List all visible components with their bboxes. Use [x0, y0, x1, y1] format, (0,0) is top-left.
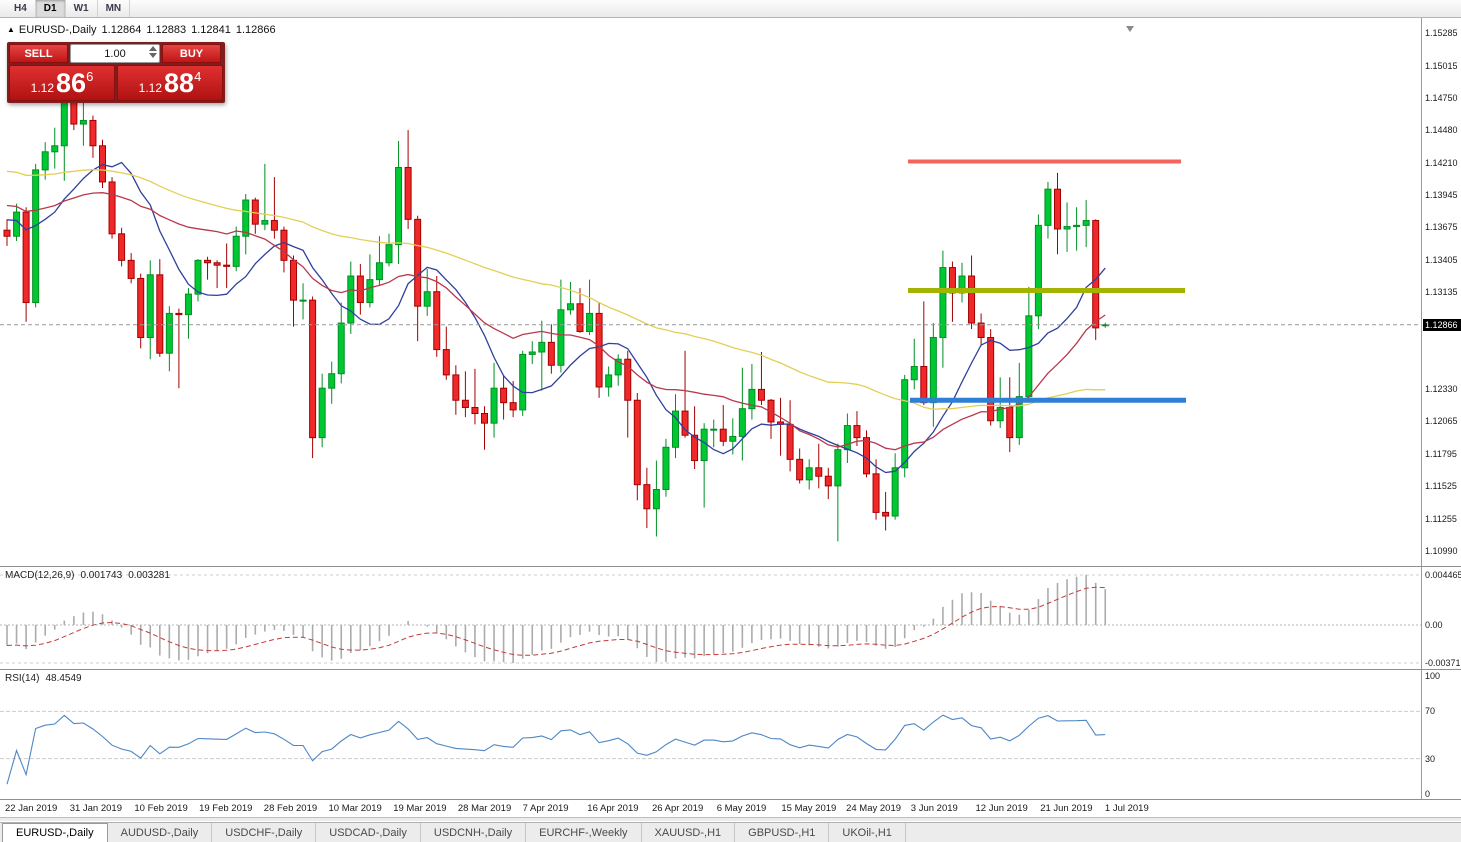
macd-axis-zero: 0.00	[1425, 619, 1443, 630]
date-label: 3 Jun 2019	[910, 803, 958, 814]
timeframe-button-h4[interactable]: H4	[6, 0, 36, 17]
buy-button[interactable]: BUY	[162, 44, 221, 63]
one-click-trading-panel: SELL 1.00 BUY 1.12 86 6 1.12 88 4	[7, 42, 225, 103]
date-label: 28 Feb 2019	[263, 803, 318, 814]
date-label: 16 Apr 2019	[587, 803, 639, 814]
symbol-tab[interactable]: GBPUSD-,H1	[735, 823, 830, 842]
macd-axis[interactable]: 0.004465 0.00 -0.003715	[1421, 567, 1461, 669]
chart-symbol: EURUSD-,Daily	[18, 24, 97, 36]
ohlc-high: 1.12883	[146, 24, 187, 36]
macd-label: MACD(12,26,9)	[5, 570, 75, 581]
price-axis-label: 1.12330	[1425, 384, 1458, 395]
price-axis-label: 1.14480	[1425, 125, 1458, 136]
price-axis-label: 1.15285	[1425, 28, 1458, 38]
candlestick-plot[interactable]	[0, 18, 1421, 566]
chart-title: ▲ EURUSD-,Daily 1.12864 1.12883 1.12841 1.128…	[7, 24, 276, 36]
chart-shift-marker-icon	[1126, 26, 1134, 32]
date-label: 7 Apr 2019	[522, 803, 569, 814]
symbol-tab[interactable]: XAUUSD-,H1	[642, 823, 736, 842]
date-axis[interactable]: 22 Jan 2019 31 Jan 2019 10 Feb 2019 19 Feb …	[0, 799, 1461, 817]
volume-value: 1.00	[104, 47, 126, 60]
rsi-label: RSI(14)	[5, 673, 40, 684]
ohlc-close: 1.12866	[235, 24, 276, 36]
date-label: 22 Jan 2019	[5, 803, 58, 814]
price-axis-label: 1.10990	[1425, 546, 1458, 556]
rsi-header: RSI(14) 48.4549	[5, 673, 82, 684]
date-label: 31 Jan 2019	[69, 803, 122, 814]
sell-price-prefix: 1.12	[30, 81, 55, 95]
macd-value-main: 0.001743	[80, 570, 123, 581]
rsi-plot[interactable]	[0, 670, 1421, 800]
sell-button[interactable]: SELL	[9, 44, 68, 63]
rsi-panel: RSI(14) 48.4549 100 70 30 0	[0, 669, 1461, 799]
volume-decrease-icon[interactable]	[149, 53, 157, 58]
date-label: 21 Jun 2019	[1040, 803, 1093, 814]
symbol-tab[interactable]: USDCAD-,Daily	[316, 823, 421, 842]
macd-axis-top: 0.004465	[1425, 570, 1461, 580]
scroll-divider	[0, 817, 1461, 822]
symbol-tab[interactable]: EURUSD-,Daily	[2, 823, 108, 842]
price-axis-label: 1.14750	[1425, 92, 1458, 103]
macd-plot[interactable]	[0, 567, 1421, 670]
date-label: 28 Mar 2019	[457, 803, 512, 814]
rsi-axis-label: 70	[1425, 706, 1436, 717]
ohlc-low: 1.12841	[191, 24, 231, 36]
buy-price-button[interactable]: 1.12 88 4	[117, 65, 223, 101]
buy-price-prefix: 1.12	[138, 81, 163, 95]
buy-price-point: 4	[194, 69, 202, 84]
symbol-tab-bar: EURUSD-,Daily AUDUSD-,Daily USDCHF-,Daily U…	[0, 822, 1461, 842]
price-axis-label: 1.15015	[1425, 60, 1458, 71]
date-label: 10 Feb 2019	[134, 803, 188, 814]
price-axis-label: 1.14210	[1425, 157, 1458, 168]
price-axis-label: 1.11525	[1425, 481, 1457, 492]
price-axis-label: 1.13945	[1425, 189, 1458, 200]
price-axis-label: 1.11255	[1425, 514, 1457, 525]
date-label: 10 Mar 2019	[328, 803, 382, 814]
date-label: 12 Jun 2019	[975, 803, 1028, 814]
date-label: 19 Mar 2019	[393, 803, 447, 814]
macd-panel: MACD(12,26,9) 0.001743 0.003281 0.004465 0…	[0, 566, 1461, 669]
timeframe-button-d1[interactable]: D1	[35, 0, 66, 17]
date-label: 6 May 2019	[716, 803, 767, 814]
timeframe-button-mn[interactable]: MN	[98, 0, 131, 17]
symbol-tab[interactable]: USDCNH-,Daily	[421, 823, 527, 842]
price-axis-label: 1.13405	[1425, 254, 1458, 265]
price-panel: ▲ EURUSD-,Daily 1.12864 1.12883 1.12841 1.128…	[0, 18, 1461, 566]
rsi-axis[interactable]: 100 70 30 0	[1421, 670, 1461, 799]
symbol-tab[interactable]: EURCHF-,Weekly	[526, 823, 642, 842]
rsi-axis-label: 100	[1425, 671, 1441, 681]
volume-stepper[interactable]: 1.00	[70, 44, 160, 63]
price-axis-label: 1.13675	[1425, 222, 1458, 233]
rsi-axis-label: 30	[1425, 753, 1436, 764]
chart-window: ▲ EURUSD-,Daily 1.12864 1.12883 1.12841 1.128…	[0, 18, 1461, 842]
symbol-tab[interactable]: USDCHF-,Daily	[212, 823, 317, 842]
sell-price-point: 6	[86, 69, 94, 84]
date-label: 19 Feb 2019	[199, 803, 253, 814]
date-label: 24 May 2019	[846, 803, 902, 814]
date-label: 15 May 2019	[781, 803, 837, 814]
symbol-tab[interactable]: AUDUSD-,Daily	[108, 823, 213, 842]
timeframe-toolbar: H4 D1 W1 MN	[0, 0, 1461, 18]
buy-price-pips: 88	[164, 68, 195, 98]
macd-header: MACD(12,26,9) 0.001743 0.003281	[5, 570, 170, 581]
rsi-axis-label: 0	[1425, 789, 1431, 799]
date-label: 26 Apr 2019	[652, 803, 704, 814]
macd-value-signal: 0.003281	[128, 570, 170, 581]
rsi-value: 48.4549	[45, 673, 82, 684]
date-label: 1 Jul 2019	[1104, 803, 1149, 814]
price-axis[interactable]: 1.12866 1.15285 1.15015 1.14750 1.14480 1.14…	[1421, 18, 1461, 566]
symbol-marker-icon: ▲	[7, 25, 15, 34]
ohlc-open: 1.12864	[101, 24, 142, 36]
price-axis-label: 1.13135	[1425, 287, 1458, 298]
sell-price-button[interactable]: 1.12 86 6	[9, 65, 115, 101]
macd-axis-bottom: -0.003715	[1425, 658, 1461, 668]
volume-increase-icon[interactable]	[149, 46, 157, 51]
symbol-tab[interactable]: UKOil-,H1	[829, 823, 906, 842]
timeframe-button-w1[interactable]: W1	[66, 0, 98, 17]
price-axis-label: 1.11795	[1425, 448, 1457, 459]
price-axis-label: 1.12065	[1425, 416, 1458, 427]
current-price-box: 1.12866	[1423, 318, 1461, 331]
sell-price-pips: 86	[56, 68, 87, 98]
